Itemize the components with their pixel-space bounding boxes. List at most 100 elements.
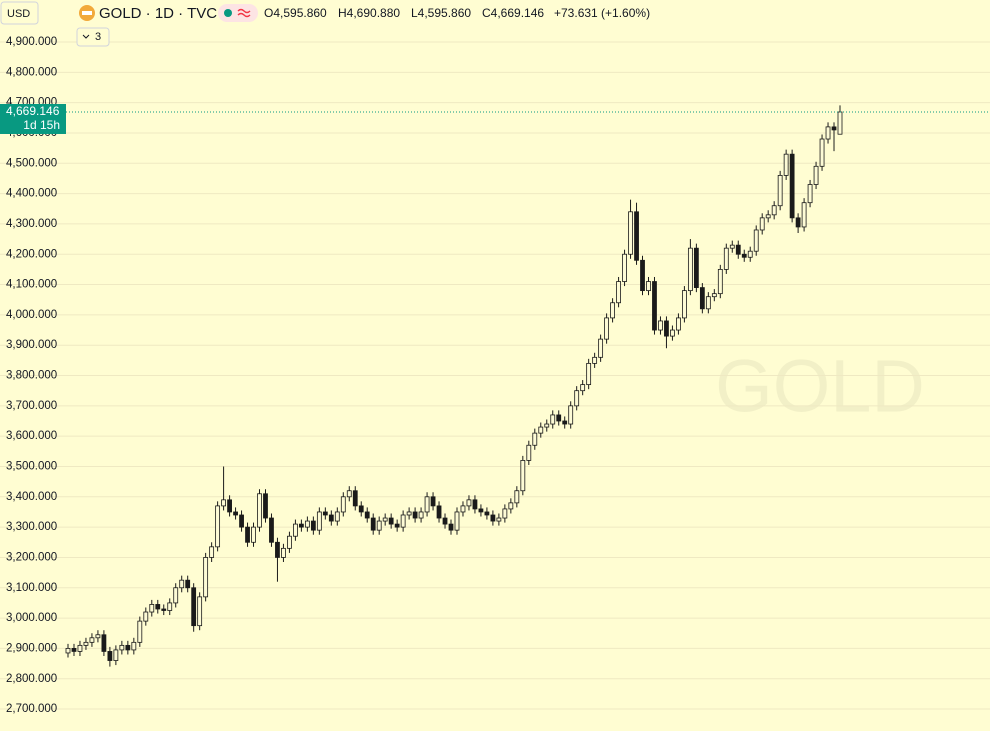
y-tick-label: 3,700.000 (6, 400, 57, 412)
candle-body (149, 604, 155, 613)
y-tick-label: 2,900.000 (6, 642, 57, 654)
candle-body (735, 244, 741, 255)
candle-body (520, 460, 526, 492)
candle-body (287, 535, 292, 549)
y-tick-label: 4,000.000 (6, 309, 57, 321)
candle-body (807, 184, 813, 204)
candle-body (143, 611, 149, 622)
indicator-count[interactable]: 3 (95, 31, 101, 43)
candle-body (574, 390, 580, 407)
candle-body (334, 511, 340, 522)
symbol-title[interactable]: GOLD · 1D · TVC (99, 5, 217, 22)
y-tick-label: 2,700.000 (6, 703, 57, 715)
candle-body (436, 505, 442, 519)
candle-body (747, 250, 753, 258)
candle-body (580, 384, 586, 392)
candle-body (137, 620, 143, 643)
candle-body (729, 244, 735, 249)
candle-body (454, 511, 460, 531)
candle-body (622, 253, 627, 282)
candle-body (400, 514, 406, 528)
candle-body (550, 414, 556, 425)
candle-body (532, 432, 538, 446)
candle-body (448, 523, 454, 531)
last-price-label: 4,669.146 (6, 104, 60, 118)
candle-body (233, 511, 238, 516)
candle-body (759, 217, 765, 231)
candle-body (556, 414, 562, 422)
candle-body (412, 511, 418, 519)
candle-body (281, 547, 286, 558)
y-tick-label: 3,200.000 (6, 551, 57, 563)
market-open-dot (224, 9, 232, 17)
candle-body (101, 634, 107, 652)
status-pill[interactable] (218, 4, 258, 22)
candle-body (634, 211, 639, 261)
candle-body (664, 320, 669, 337)
ohlc-open: O4,595.860 (264, 6, 327, 20)
candle-body (640, 259, 645, 292)
candle-body (544, 423, 550, 428)
candle-body (107, 651, 113, 661)
candle-body (795, 217, 801, 228)
candle-body (161, 608, 167, 611)
candle-body (316, 511, 322, 531)
currency-box[interactable] (0, 1, 39, 25)
candle-body (699, 287, 705, 310)
y-tick-label: 4,300.000 (6, 218, 57, 230)
candle-body (352, 490, 358, 507)
y-tick-label: 3,900.000 (6, 339, 57, 351)
candle-body (191, 587, 197, 627)
candle-body (711, 293, 717, 298)
candle-body (310, 520, 316, 531)
candle-body (478, 508, 484, 513)
y-tick-label: 3,600.000 (6, 430, 57, 442)
candle-body (514, 490, 520, 504)
y-tick-label: 3,400.000 (6, 491, 57, 503)
candle-body (71, 648, 77, 652)
currency[interactable]: USD (7, 8, 30, 20)
candle-body (298, 523, 304, 528)
candle-body (586, 362, 592, 386)
candle-body (628, 211, 633, 255)
y-tick-label: 4,400.000 (6, 188, 57, 200)
candle-body (789, 153, 795, 219)
symbol-icon-bar (82, 11, 92, 15)
candle-body (753, 229, 759, 252)
candle-body (783, 153, 789, 176)
candle-body (179, 579, 185, 589)
candle-body (346, 490, 352, 498)
candle-body (197, 596, 203, 627)
ohlc-low: L4,595.860 (411, 6, 471, 20)
candle-body (77, 644, 83, 652)
indicators-toggle[interactable] (76, 27, 110, 47)
candle-body (490, 514, 496, 522)
candle-body (616, 281, 621, 304)
candle-body (693, 247, 699, 288)
candle-body (125, 644, 131, 651)
candle-body (813, 165, 819, 185)
candle-body (340, 496, 346, 513)
candle-body (460, 505, 466, 513)
y-tick-label: 3,800.000 (6, 370, 57, 382)
candle-body (328, 514, 334, 522)
candle-body (424, 496, 430, 513)
candle-body (717, 268, 723, 295)
candle-body (442, 517, 448, 525)
candle-body (239, 514, 244, 528)
candle-body (269, 517, 274, 543)
candle-body (167, 602, 173, 611)
candle-body (185, 579, 191, 589)
candle-body (466, 499, 472, 507)
watermark: GOLD (715, 345, 925, 428)
candle-body (376, 520, 382, 531)
candle-body (364, 511, 370, 519)
candle-body (538, 426, 544, 434)
candle-body (430, 496, 436, 507)
ohlc-change: +73.631 (+1.60%) (554, 6, 650, 20)
candle-body (221, 499, 226, 507)
y-tick-label: 4,100.000 (6, 279, 57, 291)
candle-body (723, 247, 729, 270)
candle-body (831, 126, 837, 131)
